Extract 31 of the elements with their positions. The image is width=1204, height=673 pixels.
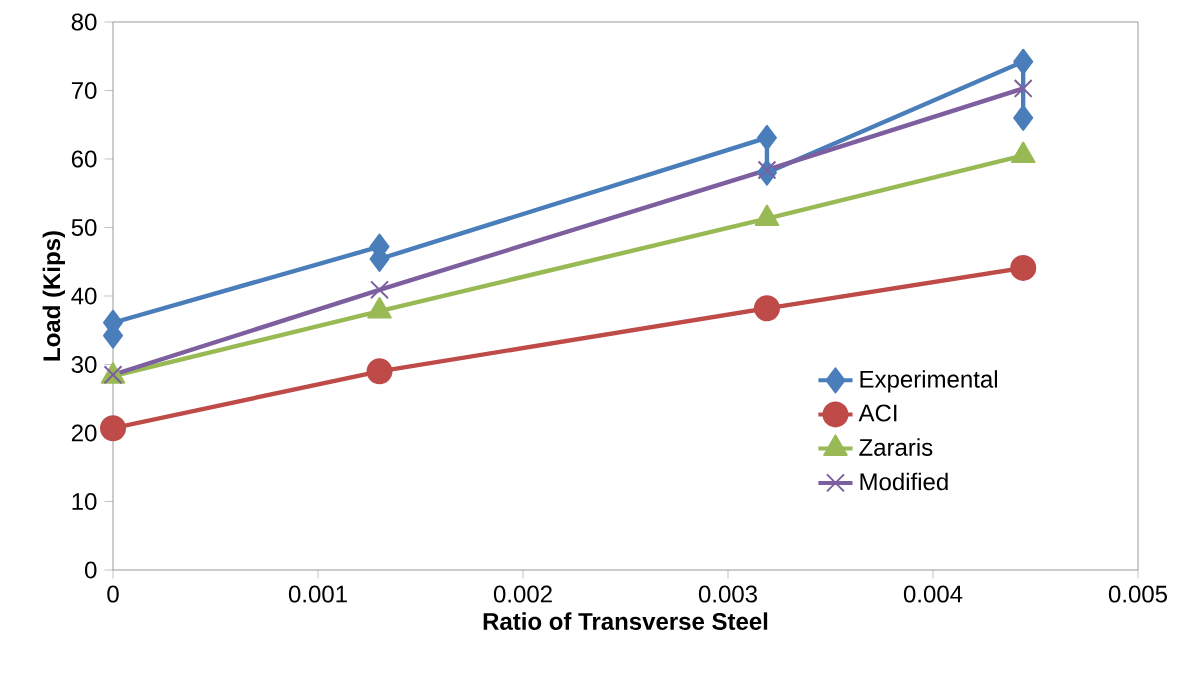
point — [370, 280, 389, 300]
point — [100, 415, 127, 442]
x-tick-label: 0.003 — [698, 585, 757, 603]
legend-label: Experimental — [860, 370, 997, 393]
y-tick-label: 50 — [71, 219, 97, 236]
y-tick-label: 10 — [72, 493, 97, 510]
point — [757, 160, 777, 180]
point — [1013, 48, 1034, 75]
x-tick-label: 0.002 — [493, 585, 552, 603]
x-tick-label: 0 — [107, 585, 119, 603]
y-tick-label: 30 — [71, 356, 97, 373]
x-axis-title: Ratio of Transverse Steel — [483, 612, 768, 630]
legend-label: ACI — [858, 404, 897, 422]
y-tick-label: 0 — [85, 561, 97, 579]
point — [1013, 104, 1034, 131]
legend-label: Modified — [860, 472, 948, 491]
point — [753, 295, 780, 322]
point — [1013, 78, 1033, 98]
y-tick-label: 70 — [71, 82, 97, 99]
legend-label: Zararis — [859, 438, 933, 456]
x-tick-label: 0.001 — [288, 585, 347, 603]
point — [1010, 254, 1037, 281]
point — [756, 124, 777, 151]
point — [366, 358, 393, 385]
y-tick-label: 40 — [71, 287, 97, 305]
x-tick-label: 0.004 — [903, 585, 963, 603]
x-tick-label: 0.005 — [1108, 585, 1167, 603]
y-axis-title: Load (Kips) — [42, 231, 65, 361]
y-tick-label: 80 — [71, 13, 97, 31]
y-tick-label: 20 — [71, 424, 97, 442]
y-tick-label: 60 — [71, 150, 97, 168]
